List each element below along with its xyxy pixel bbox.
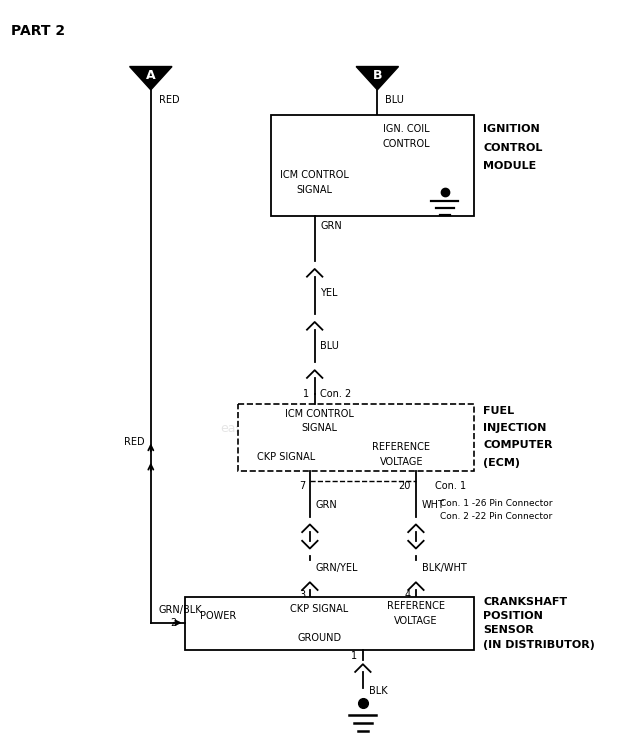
Text: 2: 2 — [171, 618, 177, 628]
Text: IGN. COIL: IGN. COIL — [383, 124, 430, 134]
Text: GRN/BLK: GRN/BLK — [159, 605, 202, 615]
Text: RED: RED — [124, 437, 145, 448]
Text: INJECTION: INJECTION — [483, 423, 547, 433]
Text: 7: 7 — [298, 481, 305, 490]
Bar — [237, 404, 474, 472]
Text: GRN: GRN — [321, 220, 342, 230]
Polygon shape — [130, 67, 172, 90]
Text: CKP SIGNAL: CKP SIGNAL — [290, 604, 349, 614]
Text: easyautodiagnostics.com: easyautodiagnostics.com — [221, 422, 380, 434]
Text: POSITION: POSITION — [483, 611, 543, 621]
Text: SIGNAL: SIGNAL — [302, 423, 337, 433]
Text: VOLTAGE: VOLTAGE — [394, 616, 438, 626]
Text: RED: RED — [159, 95, 179, 105]
Text: SIGNAL: SIGNAL — [297, 185, 332, 195]
Text: CRANKSHAFT: CRANKSHAFT — [483, 596, 567, 607]
Text: GROUND: GROUND — [297, 633, 342, 644]
Text: COMPUTER: COMPUTER — [483, 440, 553, 450]
Text: GRN: GRN — [316, 500, 337, 510]
Text: FUEL: FUEL — [483, 406, 515, 416]
Text: A: A — [146, 69, 156, 82]
Bar — [271, 115, 474, 216]
Text: BLK/WHT: BLK/WHT — [421, 562, 467, 573]
Bar — [185, 597, 474, 650]
Text: 4: 4 — [405, 590, 411, 600]
Text: (ECM): (ECM) — [483, 458, 520, 468]
Text: CONTROL: CONTROL — [383, 139, 430, 148]
Text: Con. 2 -22 Pin Connector: Con. 2 -22 Pin Connector — [440, 512, 552, 521]
Text: ICM CONTROL: ICM CONTROL — [285, 409, 354, 419]
Text: CONTROL: CONTROL — [483, 143, 543, 154]
Text: CKP SIGNAL: CKP SIGNAL — [256, 452, 315, 462]
Text: MODULE: MODULE — [483, 160, 536, 171]
Text: BLK: BLK — [369, 686, 387, 696]
Text: YEL: YEL — [321, 288, 338, 298]
Text: ICM CONTROL: ICM CONTROL — [280, 170, 349, 181]
Text: POWER: POWER — [200, 611, 237, 621]
Text: BLU: BLU — [321, 341, 339, 351]
Text: Con. 1: Con. 1 — [435, 481, 467, 490]
Text: GRN/YEL: GRN/YEL — [316, 562, 358, 573]
Text: 20: 20 — [399, 481, 411, 490]
Polygon shape — [356, 67, 399, 90]
Text: BLU: BLU — [385, 95, 404, 105]
Text: SENSOR: SENSOR — [483, 626, 534, 635]
Text: REFERENCE: REFERENCE — [387, 602, 445, 611]
Text: WHT: WHT — [421, 500, 444, 510]
Text: Con. 1 -26 Pin Connector: Con. 1 -26 Pin Connector — [440, 499, 552, 508]
Text: VOLTAGE: VOLTAGE — [379, 457, 423, 466]
Text: PART 2: PART 2 — [11, 24, 65, 38]
Text: Con. 2: Con. 2 — [321, 389, 352, 399]
Text: 3: 3 — [299, 590, 305, 600]
Text: REFERENCE: REFERENCE — [373, 442, 431, 452]
Text: IGNITION: IGNITION — [483, 124, 540, 134]
Text: 1: 1 — [303, 389, 309, 399]
Text: B: B — [373, 69, 382, 82]
Text: 1: 1 — [351, 652, 357, 662]
Text: (IN DISTRIBUTOR): (IN DISTRIBUTOR) — [483, 640, 595, 650]
